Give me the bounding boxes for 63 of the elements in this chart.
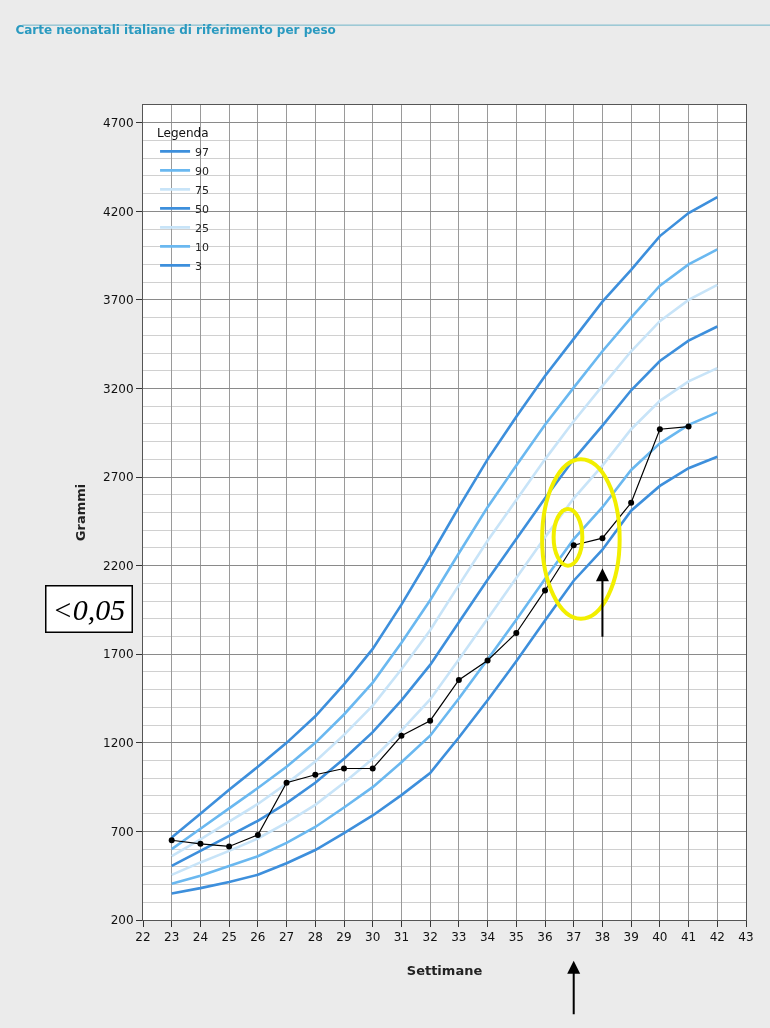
point — [685, 423, 692, 430]
y-tick-label: 1200 — [103, 736, 134, 751]
point — [484, 657, 491, 664]
y-tick-label: 3200 — [103, 381, 134, 396]
point — [283, 779, 290, 786]
legend-label: 75 — [195, 183, 210, 197]
y-axis-title: Grammi — [73, 483, 88, 542]
point — [398, 732, 405, 739]
y-tick-label: 4700 — [103, 115, 134, 130]
x-tick-label: 27 — [278, 930, 295, 945]
x-tick-label: 35 — [508, 930, 524, 945]
x-tick-label: 41 — [680, 930, 697, 945]
x-tick-label: 29 — [336, 930, 352, 945]
x-tick-label: 26 — [250, 930, 266, 945]
x-tick-label: 43 — [738, 930, 754, 945]
legend-label: 10 — [195, 240, 210, 254]
y-tick-label: 4200 — [103, 204, 134, 219]
x-tick-label: 38 — [594, 930, 611, 945]
x-tick-label: 39 — [623, 930, 639, 945]
x-tick-label: 36 — [537, 930, 553, 945]
y-tick-label: 2200 — [103, 558, 134, 573]
y-tick-label: 700 — [110, 824, 134, 839]
legend-label: 97 — [195, 145, 210, 159]
legend-label: 25 — [195, 221, 210, 235]
point — [168, 837, 175, 844]
point — [656, 426, 663, 433]
x-tick-label: 30 — [365, 930, 381, 945]
point — [226, 843, 233, 850]
point — [254, 831, 261, 838]
x-tick-label: 40 — [652, 930, 668, 945]
text: <0,05 — [52, 592, 126, 626]
y-tick-label: 200 — [110, 913, 134, 928]
y-tick-label: 3700 — [103, 293, 134, 308]
x-tick-label: 37 — [566, 930, 582, 945]
legend-label: 50 — [195, 202, 210, 216]
x-tick-label: 32 — [422, 930, 438, 945]
x-tick-label: 24 — [192, 930, 209, 945]
x-tick-label: 31 — [393, 930, 410, 945]
point — [570, 542, 577, 549]
point — [599, 535, 606, 542]
point — [542, 587, 548, 594]
point — [197, 840, 204, 847]
point — [312, 771, 319, 778]
legend-label: 3 — [195, 259, 203, 273]
point — [513, 629, 520, 636]
point — [427, 717, 434, 724]
y-tick-label: 1700 — [103, 647, 134, 662]
x-tick-label: 34 — [479, 930, 496, 945]
x-axis-title: Settimane — [406, 963, 483, 978]
point — [369, 765, 376, 772]
x-tick-label: 28 — [307, 930, 323, 945]
x-tick-label: 33 — [451, 930, 467, 945]
y-tick-label: 2700 — [103, 470, 134, 485]
chart-title: Carte neonatali italiane di riferimento per peso — [15, 23, 336, 38]
point — [455, 676, 462, 683]
point — [628, 499, 635, 506]
legend-label: 90 — [195, 164, 210, 178]
x-tick-label: 22 — [135, 930, 151, 945]
x-tick-label: 42 — [709, 930, 725, 945]
point — [341, 765, 347, 772]
legend-title: Legenda — [157, 125, 209, 140]
x-tick-label: 25 — [221, 930, 237, 945]
x-tick-label: 23 — [164, 930, 180, 945]
